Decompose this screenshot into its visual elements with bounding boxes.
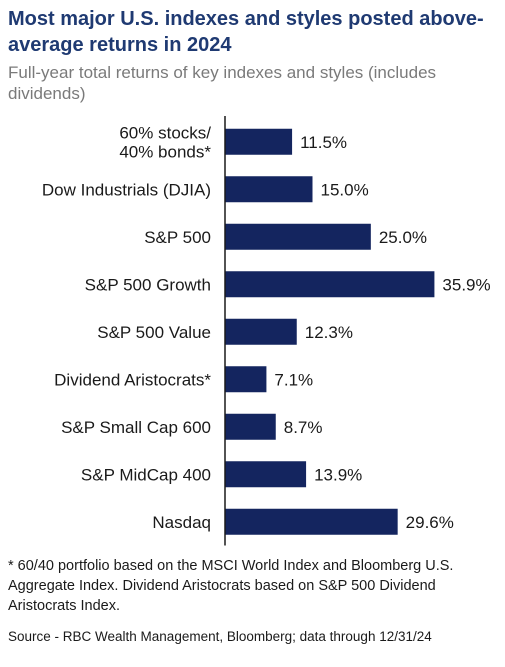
- category-label: 60% stocks/40% bonds*: [119, 123, 211, 161]
- data-label: 8.7%: [284, 418, 323, 437]
- data-label: 35.9%: [442, 275, 490, 294]
- category-label: S&P Small Cap 600: [61, 418, 211, 437]
- bar: [225, 223, 371, 250]
- bar: [225, 271, 435, 298]
- bar: [225, 508, 398, 535]
- category-label: S&P 500: [144, 228, 211, 247]
- data-label: 13.9%: [314, 465, 362, 484]
- chart-subtitle: Full-year total returns of key indexes a…: [8, 63, 437, 103]
- source-note: Source - RBC Wealth Management, Bloomber…: [8, 629, 432, 644]
- category-label: Nasdaq: [152, 513, 211, 532]
- bar: [225, 413, 276, 440]
- chart-title: Most major U.S. indexes and styles poste…: [8, 8, 484, 56]
- data-label: 12.3%: [305, 323, 353, 342]
- category-label: Dividend Aristocrats*: [54, 370, 211, 389]
- category-label: Dow Industrials (DJIA): [42, 180, 211, 199]
- bar: [225, 461, 307, 488]
- bar: [225, 128, 293, 155]
- data-label: 29.6%: [406, 513, 454, 532]
- category-label: S&P 500 Value: [97, 323, 211, 342]
- bar: [225, 176, 313, 203]
- bar: [225, 318, 297, 345]
- footnote: * 60/40 portfolio based on the MSCI Worl…: [8, 558, 454, 614]
- bar: [225, 366, 267, 393]
- data-label: 11.5%: [300, 133, 347, 152]
- data-label: 15.0%: [321, 180, 369, 199]
- category-label: S&P 500 Growth: [85, 275, 211, 294]
- data-label: 25.0%: [379, 228, 427, 247]
- data-label: 7.1%: [274, 370, 313, 389]
- bar-chart: 11.5% 60% stocks/40% bonds* 15.0% Dow Indus…: [42, 116, 491, 546]
- category-label: S&P MidCap 400: [81, 465, 211, 484]
